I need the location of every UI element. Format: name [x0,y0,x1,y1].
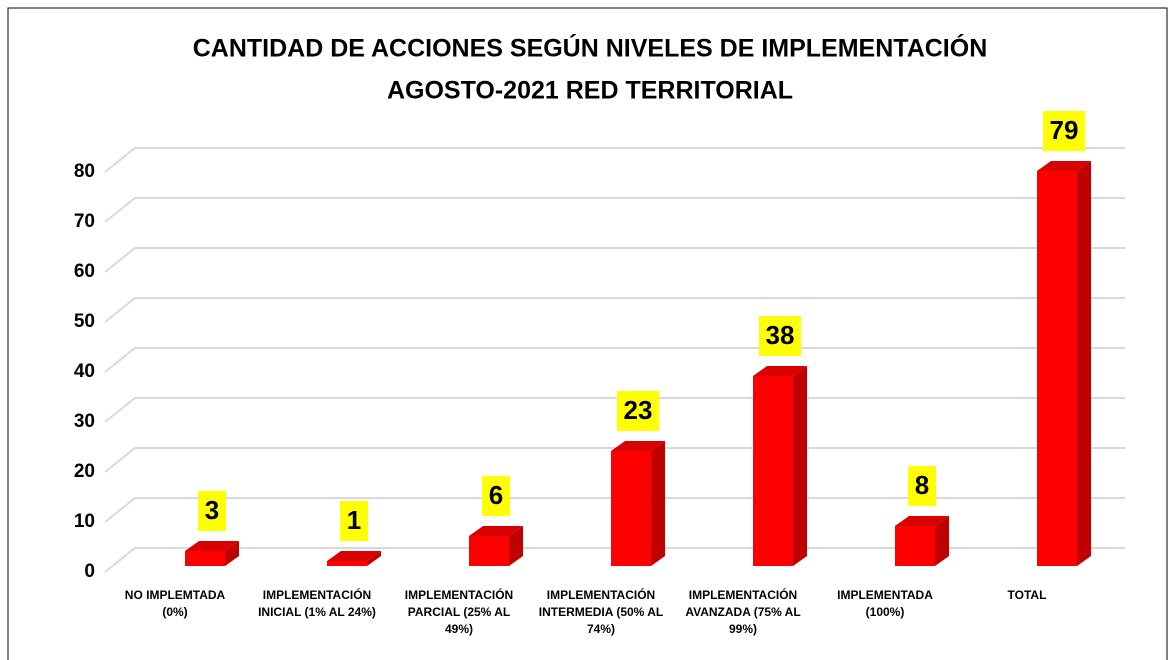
data-label-box [198,491,226,531]
data-label: 23 [624,395,653,425]
data-label-box [908,466,936,506]
data-label: 6 [489,480,503,510]
grid-line [104,247,1125,273]
data-label-box [759,316,801,356]
data-label-box [1043,111,1085,151]
y-tick-label: 40 [74,361,95,382]
x-tick-label: IMPLEMENTACIÓN INICIAL (1% AL 24%) [258,588,376,619]
data-label: 38 [766,320,795,350]
bar-side [793,366,807,566]
grid-line [104,297,1125,323]
bar-side [367,551,381,566]
bar-top [469,526,523,536]
bar [327,561,367,566]
bar-top [611,441,665,451]
y-tick-label: 30 [74,411,95,432]
data-label: 1 [347,505,361,535]
bar-top [753,366,807,376]
bar [611,451,651,566]
bar-top [895,516,949,526]
bar [469,536,509,566]
data-label-box [340,501,368,541]
chart-title: AGOSTO-2021 RED TERRITORIAL [387,77,793,105]
y-tick-label: 80 [74,161,95,182]
grid-line [104,347,1125,373]
x-tick-label: IMPLEMENTACIÓN INTERMEDIA (50% AL 74%) [538,588,664,636]
x-tick-label: TOTAL [1007,588,1047,602]
data-label: 8 [915,470,929,500]
x-tick-label: IMPLEMENTACIÓN AVANZADA (75% AL 99%) [685,588,801,636]
y-tick-label: 50 [74,311,95,332]
grid-line [104,197,1125,223]
data-label-box [617,391,659,431]
bar-top [1037,161,1091,171]
chart-border [7,7,1168,660]
x-tick-label: NO IMPLEMTADA (0%) [124,588,226,619]
bar [185,551,225,566]
bar [1037,171,1077,566]
data-label-box [482,476,510,516]
y-tick-label: 0 [84,561,95,582]
bar-side [651,441,665,566]
data-label: 79 [1050,115,1079,145]
y-tick-label: 60 [74,261,95,282]
bar [895,526,935,566]
chart-title: CANTIDAD DE ACCIONES SEGÚN NIVELES DE IM… [193,33,988,63]
data-label: 3 [205,495,219,525]
bar [753,376,793,566]
x-tick-label: IMPLEMENTADA (100%) [837,588,933,619]
y-tick-label: 10 [74,511,95,532]
grid-line [104,397,1125,423]
bar-side [1077,161,1091,566]
y-tick-label: 20 [74,461,95,482]
x-tick-label: IMPLEMENTACIÓN PARCIAL (25% AL 49%) [404,588,514,636]
bar-side [935,516,949,566]
bar-top [185,541,239,551]
bar-side [225,541,239,566]
y-tick-label: 70 [74,211,95,232]
grid-line [104,147,1125,173]
bar-top [327,551,381,561]
bar-side [509,526,523,566]
